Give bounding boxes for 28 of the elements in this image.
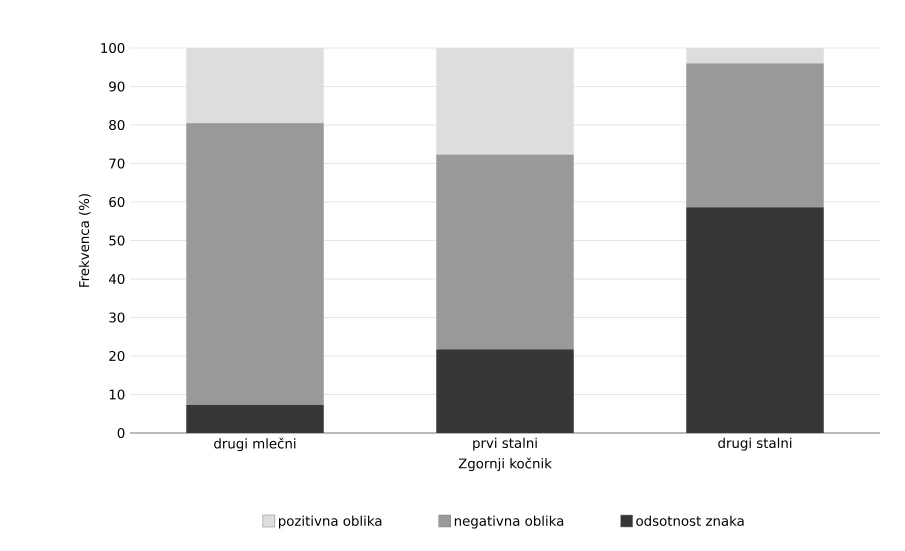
y-tick-label: 20 xyxy=(109,350,124,362)
bar xyxy=(436,349,574,433)
bar xyxy=(186,123,324,405)
y-tick-label: 100 xyxy=(101,42,124,54)
y-tick-label: 70 xyxy=(109,158,124,169)
legend-label: pozitivna oblika xyxy=(278,516,382,529)
y-axis-title: Frekvenca (%) xyxy=(78,194,91,287)
bar xyxy=(436,48,574,155)
bar xyxy=(186,404,324,433)
bar xyxy=(686,207,824,433)
y-tick-label: 30 xyxy=(109,312,124,323)
bar xyxy=(686,63,824,208)
y-tick-label: 90 xyxy=(109,81,124,92)
x-tick-label: prvi stalni xyxy=(473,438,537,451)
y-tick-label: 60 xyxy=(109,196,124,208)
bar xyxy=(436,154,574,350)
x-tick-label: drugi stalni xyxy=(718,438,792,451)
y-tick-label: 50 xyxy=(109,235,124,246)
bar xyxy=(686,48,824,64)
y-tick-label: 40 xyxy=(108,274,124,284)
bar xyxy=(186,48,324,124)
legend-label: odsotnost znaka xyxy=(636,516,744,526)
y-tick-label: 80 xyxy=(109,120,124,130)
x-axis-title: Zgornji kočnik xyxy=(458,458,552,472)
x-tick-label: drugi mlečni xyxy=(214,438,296,452)
legend-label: negativna oblika xyxy=(454,516,564,529)
y-tick-label: 10 xyxy=(110,389,124,400)
y-tick-label: 0 xyxy=(118,428,124,438)
